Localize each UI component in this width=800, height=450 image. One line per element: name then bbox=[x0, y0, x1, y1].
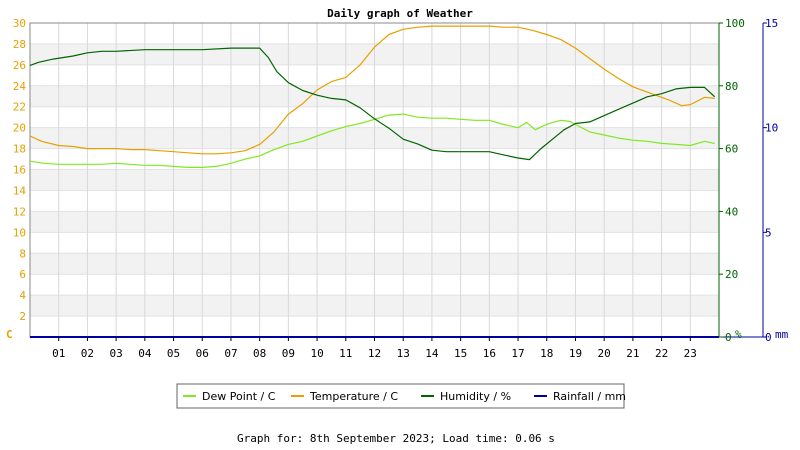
x-tick-label: 10 bbox=[310, 347, 323, 360]
rainfall-tick-label: 5 bbox=[765, 226, 772, 239]
x-tick-label: 20 bbox=[598, 347, 611, 360]
x-tick-label: 12 bbox=[368, 347, 381, 360]
x-tick-label: 02 bbox=[81, 347, 94, 360]
series-line-humidity bbox=[29, 47, 716, 161]
x-tick-label: 09 bbox=[282, 347, 295, 360]
temperature-tick-label: 26 bbox=[13, 59, 26, 72]
temperature-tick-label: 12 bbox=[13, 205, 26, 218]
rainfall-tick-label: 0 bbox=[765, 331, 772, 344]
humidity-tick-label: 0 bbox=[725, 331, 732, 344]
humidity-tick-label: 40 bbox=[725, 205, 738, 218]
x-tick-label: 23 bbox=[684, 347, 697, 360]
x-tick-label: 21 bbox=[626, 347, 639, 360]
x-tick-label: 16 bbox=[483, 347, 496, 360]
chart-footer: Graph for: 8th September 2023; Load time… bbox=[237, 432, 555, 445]
temperature-tick-label: 6 bbox=[19, 268, 26, 281]
x-tick-label: 04 bbox=[138, 347, 152, 360]
x-tick-label: 14 bbox=[425, 347, 439, 360]
rainfall-tick-label: 15 bbox=[765, 17, 778, 30]
temperature-tick-label: 18 bbox=[13, 143, 26, 156]
x-axis-ticks: 01 02 03 04 05 06 07 08 09 10 11 12 13 14 15 16 17 18 19 20… bbox=[52, 337, 697, 360]
x-tick-label: 01 bbox=[52, 347, 65, 360]
x-tick-label: 18 bbox=[540, 347, 553, 360]
x-tick-label: 06 bbox=[196, 347, 209, 360]
x-tick-label: 15 bbox=[454, 347, 467, 360]
temperature-tick-label: 24 bbox=[13, 80, 27, 93]
humidity-axis-unit: % bbox=[735, 328, 742, 341]
humidity-tick-label: 60 bbox=[725, 143, 738, 156]
temperature-tick-label: 14 bbox=[13, 184, 27, 197]
rainfall-tick-label: 10 bbox=[765, 122, 778, 135]
humidity-axis-ticks: 0 20 40 60 80 100 bbox=[719, 17, 745, 344]
x-tick-label: 11 bbox=[339, 347, 352, 360]
temperature-axis-unit: C bbox=[6, 328, 13, 341]
temperature-tick-label: 8 bbox=[19, 247, 26, 260]
temperature-tick-label: 16 bbox=[13, 164, 26, 177]
x-tick-label: 22 bbox=[655, 347, 668, 360]
vertical-gridlines bbox=[58, 23, 691, 337]
series-line-dew bbox=[29, 113, 715, 168]
x-tick-label: 08 bbox=[253, 347, 266, 360]
legend-label: Humidity / % bbox=[440, 390, 511, 403]
temperature-tick-label: 20 bbox=[13, 122, 26, 135]
x-tick-label: 19 bbox=[569, 347, 582, 360]
x-tick-label: 17 bbox=[511, 347, 524, 360]
temperature-tick-label: 2 bbox=[19, 310, 26, 323]
legend-label: Dew Point / C bbox=[202, 390, 276, 403]
temperature-tick-label: 4 bbox=[19, 289, 26, 302]
humidity-tick-label: 80 bbox=[725, 80, 738, 93]
x-tick-label: 13 bbox=[397, 347, 410, 360]
temperature-tick-label: 10 bbox=[13, 226, 26, 239]
legend-label: Rainfall / mm bbox=[553, 390, 626, 403]
humidity-tick-label: 20 bbox=[725, 268, 738, 281]
rainfall-axis-unit: mm bbox=[775, 328, 789, 341]
legend-label: Temperature / C bbox=[309, 390, 398, 403]
chart-legend: Dew Point / C Temperature / C Humidity / %… bbox=[176, 383, 626, 409]
legend-box bbox=[176, 383, 625, 409]
x-tick-label: 05 bbox=[167, 347, 180, 360]
humidity-tick-label: 100 bbox=[725, 17, 745, 30]
temperature-tick-label: 28 bbox=[13, 38, 26, 51]
temperature-tick-label: 30 bbox=[13, 17, 26, 30]
x-tick-label: 07 bbox=[224, 347, 237, 360]
temperature-tick-label: 22 bbox=[13, 101, 26, 114]
chart-title: Daily graph of Weather bbox=[327, 7, 473, 20]
series-line-temperature bbox=[29, 25, 715, 155]
x-tick-label: 03 bbox=[110, 347, 123, 360]
rainfall-axis-ticks: 0 5 10 15 bbox=[763, 17, 778, 344]
